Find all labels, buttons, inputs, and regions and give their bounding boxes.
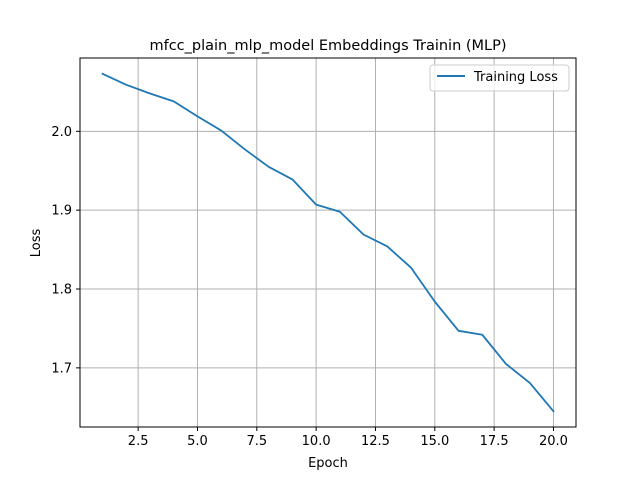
y-axis-label: Loss [29,229,44,258]
x-axis-label: Epoch [308,456,348,471]
y-tick-label: 2.0 [51,125,72,140]
x-tick-label: 17.5 [480,434,509,449]
x-tick-label: 20.0 [539,434,568,449]
legend: Training Loss [429,64,570,92]
y-tick-label: 1.8 [51,283,72,298]
x-tick-label: 2.5 [128,434,149,449]
grid [80,58,576,427]
x-tick-label: 10.0 [302,434,331,449]
series-layer [101,72,555,413]
chart-title: mfcc_plain_mlp_model Embeddings Trainin … [149,38,506,54]
y-tick-label: 1.7 [51,361,72,376]
x-tick-label: 15.0 [420,434,449,449]
plot-frame [79,57,577,428]
x-tick-label: 5.0 [187,434,208,449]
x-tick-label: 12.5 [361,434,390,449]
training-loss-line [101,72,555,413]
legend-label: Training Loss [473,70,558,85]
y-tick-label: 1.9 [51,204,72,219]
axes: 2.5 5.0 7.5 10.0 12.5 15.0 17.5 20.0 1.7 1.8 1.9 2.… [51,125,568,449]
x-tick-label: 7.5 [246,434,267,449]
legend-box [429,64,570,92]
